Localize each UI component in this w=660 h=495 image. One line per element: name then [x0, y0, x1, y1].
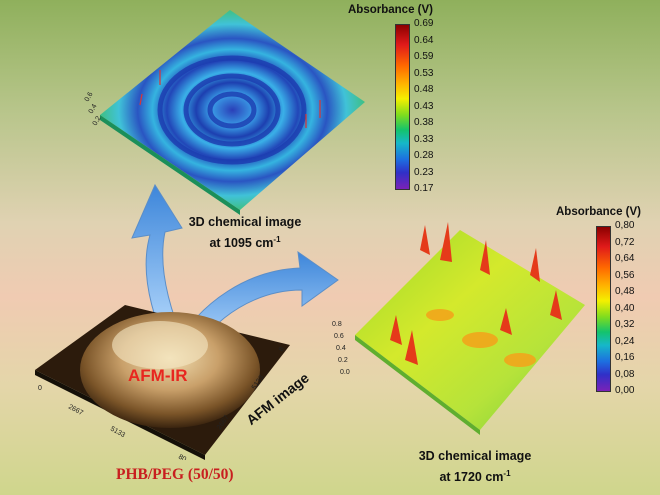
- arrow-to-1095: [131, 183, 186, 351]
- afm-ir-label: AFM-IR: [128, 366, 188, 385]
- caption-line2: at 1095 cm: [209, 236, 274, 251]
- colorbar-title-bottom: Absorbance (V): [556, 206, 641, 218]
- afm-tick: 2667: [67, 404, 84, 418]
- colorbar-tick: 0,16: [615, 352, 635, 363]
- colorbar-bottom: [596, 226, 611, 392]
- colorbar-ticks-bottom: 0,80 0,72 0,64 0,56 0,48 0,40 0,32 0,24 …: [615, 220, 634, 396]
- colorbar-tick: 0.43: [414, 100, 434, 112]
- caption-line1: 3D chemical image: [418, 449, 532, 463]
- colorbar-tick: 0.48: [414, 84, 434, 95]
- surface-plane-top: [100, 10, 365, 210]
- colorbar-tick: 0,56: [615, 269, 635, 281]
- afm-tick: 0: [38, 385, 42, 392]
- axis-tick: 0.0: [340, 369, 350, 376]
- colorbar-tick: 0.23: [414, 166, 434, 178]
- chemical-image-1720: 0.8 0.6 0.4 0.2 0.0: [332, 222, 585, 435]
- caption-line2: at 1720 cm: [439, 470, 504, 485]
- caption-1720: 3D chemical image at 1720 cm-1: [395, 448, 555, 486]
- colorbar-tick: 0.69: [414, 18, 434, 29]
- colorbar-top: [395, 24, 410, 190]
- caption-superscript: -1: [503, 469, 511, 478]
- colorbar-tick: 0.59: [414, 51, 434, 62]
- afm-topography-image: 0 2667 5133 80 2667 5133 8: [35, 305, 290, 460]
- colorbar-tick: 0,40: [615, 302, 635, 314]
- colorbar-ticks-top: 0.69 0.64 0.59 0.53 0.48 0.43 0.38 0.33 …: [414, 18, 433, 194]
- axis-tick: 0.6: [334, 333, 344, 340]
- ring-pattern: [157, 55, 307, 165]
- colorbar-tick: 0,24: [615, 335, 635, 347]
- afm-tick: 5133: [109, 426, 126, 440]
- colorbar-tick: 0.33: [414, 133, 434, 145]
- svg-text:0.4: 0.4: [88, 103, 99, 115]
- axis-tick: 0.2: [338, 357, 348, 364]
- axis-tick: 0.8: [332, 321, 342, 328]
- colorbar-tick: 0.64: [414, 34, 434, 46]
- surface-orange-patches: [426, 309, 536, 367]
- colorbar-title-top: Absorbance (V): [348, 4, 433, 16]
- caption-superscript: -1: [273, 235, 281, 244]
- chemical-image-1095: 0.6 0.4 0.2: [84, 10, 365, 215]
- surface-plane-bottom: [355, 230, 585, 430]
- top-axis-ticks: 0.6 0.4 0.2: [84, 91, 103, 127]
- colorbar-tick: 0,32: [615, 319, 635, 330]
- caption-line1: 3D chemical image: [188, 215, 302, 229]
- caption-1095: 3D chemical image at 1095 cm-1: [170, 214, 320, 252]
- bottom-axis-ticks: 0.8 0.6 0.4 0.2 0.0: [332, 321, 350, 376]
- surface-peaks: [390, 222, 562, 365]
- colorbar-tick: 0.53: [414, 67, 434, 79]
- colorbar-tick: 0.38: [414, 117, 434, 128]
- colorbar-tick: 0,08: [615, 368, 635, 380]
- colorbar-tick: 0,64: [615, 253, 635, 264]
- afm-tick: 8: [278, 346, 286, 353]
- colorbar-tick: 0.17: [414, 183, 434, 194]
- colorbar-tick: 0,80: [615, 220, 635, 231]
- afm-tick: 80: [177, 454, 187, 460]
- spike-markers: [139, 70, 321, 128]
- svg-text:0.6: 0.6: [84, 91, 95, 103]
- axis-tick: 0.4: [336, 345, 346, 352]
- colorbar-tick: 0,00: [615, 385, 635, 396]
- colorbar-tick: 0,48: [615, 286, 635, 297]
- colorbar-tick: 0.28: [414, 150, 434, 161]
- colorbar-tick: 0,72: [615, 236, 635, 248]
- svg-text:0.2: 0.2: [92, 115, 103, 127]
- sample-label: PHB/PEG (50/50): [116, 466, 234, 483]
